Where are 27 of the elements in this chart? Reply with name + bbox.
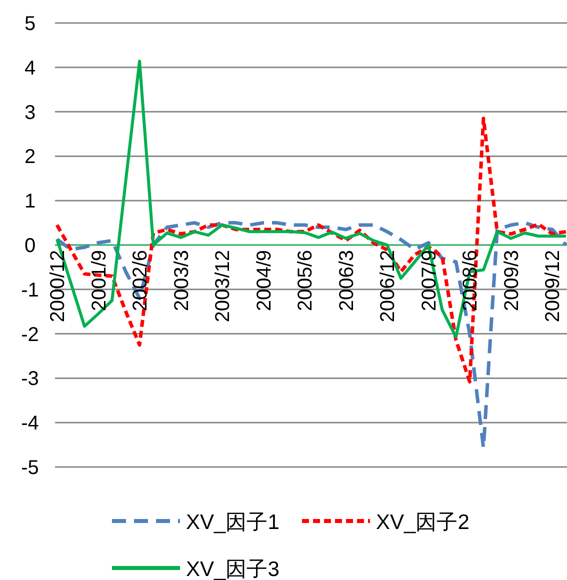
x-tick-label: 2009/12 <box>542 250 564 322</box>
y-tick-label: 4 <box>24 57 36 80</box>
y-tick-label: 1 <box>24 190 36 213</box>
x-tick-label: 2005/6 <box>294 250 317 312</box>
legend-label: XV_因子2 <box>376 511 470 534</box>
x-tick-label: 2002/6 <box>130 250 152 312</box>
x-tick-label: 2007/9 <box>418 250 440 312</box>
y-tick-label: -4 <box>21 412 39 435</box>
x-tick-label: 2006/3 <box>336 250 358 312</box>
y-tick-label: -3 <box>21 368 39 390</box>
y-tick-label: 3 <box>24 102 36 124</box>
x-tick-label: 2008/6 <box>460 250 482 312</box>
x-tick-label: 2003/3 <box>170 250 193 312</box>
y-tick-label: -2 <box>21 324 39 346</box>
y-tick-label: -5 <box>21 457 39 479</box>
y-tick-label: 5 <box>24 13 36 35</box>
y-tick-label: -1 <box>21 279 39 302</box>
x-tick-label: 2003/12 <box>212 250 234 322</box>
x-tick-label: 2000/12 <box>47 250 69 322</box>
x-tick-label: 2006/12 <box>377 250 400 322</box>
legend-label: XV_因子3 <box>186 558 280 580</box>
y-tick-label: 0 <box>24 235 36 257</box>
x-tick-label: 2009/3 <box>500 250 523 312</box>
x-tick-label: 2004/9 <box>253 250 276 312</box>
x-tick-label: 2001/9 <box>88 250 110 312</box>
legend-label: XV_因子1 <box>186 511 280 534</box>
y-tick-label: 2 <box>24 146 36 168</box>
